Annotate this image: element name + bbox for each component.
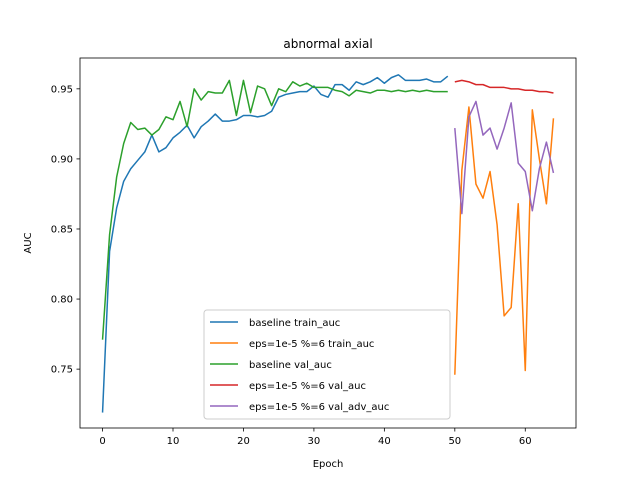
- series-line-eps-1e-5-6-val-auc: [454, 79, 554, 94]
- legend-label-eps-1e-5-6-val-auc: eps=1e-5 %=6 val_auc: [249, 381, 366, 392]
- series-lines: [101, 74, 555, 413]
- y-tick-label: 0.75: [51, 365, 73, 376]
- x-tick-label: 20: [237, 436, 250, 447]
- x-tick-label: 0: [99, 436, 105, 447]
- chart-title: abnormal axial: [283, 37, 372, 51]
- x-tick-label: 60: [519, 436, 532, 447]
- x-tick-label: 10: [167, 436, 180, 447]
- y-axis-ticks: 0.75 0.80 0.85 0.90 0.95: [51, 84, 80, 376]
- legend-label-eps-1e-5-6-val-adv-auc: eps=1e-5 %=6 val_adv_auc: [249, 402, 389, 413]
- y-tick-label: 0.90: [51, 154, 73, 165]
- legend-label-baseline-val-auc: baseline val_auc: [249, 360, 332, 371]
- x-tick-label: 50: [448, 436, 461, 447]
- legend-box: [203, 309, 451, 420]
- series-line-baseline-val-auc: [101, 79, 448, 340]
- x-axis-ticks: 0 10 20 30 40 50 60: [99, 428, 532, 447]
- y-tick-label: 0.95: [51, 84, 73, 95]
- legend: baseline train_auc eps=1e-5 %=6 train_auc…: [203, 309, 451, 420]
- legend-label-eps-1e-5-6-train-auc: eps=1e-5 %=6 train_auc: [249, 339, 374, 350]
- plot-frame: [79, 57, 577, 429]
- series-line-eps-1e-5-6-val-adv-auc: [454, 100, 555, 215]
- legend-label-baseline-train-auc: baseline train_auc: [249, 318, 340, 329]
- y-tick-label: 0.80: [51, 295, 73, 306]
- series-line-eps-1e-5-6-train-auc: [454, 106, 555, 375]
- y-tick-label: 0.85: [51, 224, 73, 235]
- x-tick-label: 30: [308, 436, 321, 447]
- series-line-baseline-train-auc: [101, 74, 449, 413]
- y-axis-label: AUC: [23, 232, 34, 253]
- x-tick-label: 40: [378, 436, 391, 447]
- x-axis-label: Epoch: [313, 459, 344, 470]
